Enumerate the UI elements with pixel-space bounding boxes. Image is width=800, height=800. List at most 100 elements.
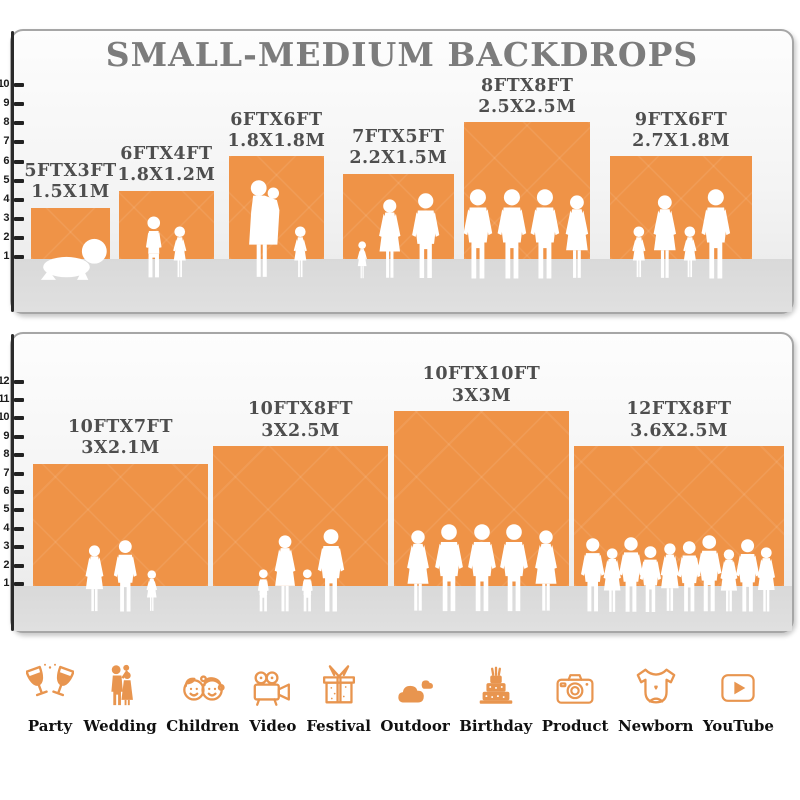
backdrop-bar-8ftx8ft — [463, 122, 591, 279]
woman-silhouette — [603, 547, 621, 612]
woman-silhouette — [566, 195, 589, 278]
girl-silhouette — [293, 226, 307, 278]
man-silhouette — [463, 188, 493, 279]
ruler-tick — [14, 102, 24, 107]
backdrop-bar-10ftx7ft — [33, 463, 208, 612]
category-newborn: Newborn — [618, 658, 693, 735]
ruler-tick-label: 10 — [0, 78, 10, 91]
girl-silhouette — [632, 226, 646, 278]
man-silhouette — [113, 540, 137, 612]
toddler-silhouette — [357, 241, 368, 279]
backdrop-bar-7ftx5ft — [343, 173, 454, 279]
size-label: 6FTX4FT 1.8X1.2M — [117, 144, 215, 187]
category-festival: Festival — [306, 658, 371, 735]
ruler-tick — [14, 490, 24, 494]
woman-silhouette — [274, 534, 296, 611]
size-label: 8FTX8FT 2.5X2.5M — [478, 76, 576, 119]
category-label: Birthday — [459, 717, 533, 735]
size-feet: 9FTX6FT — [634, 109, 728, 130]
category-outdoor: Outdoor — [380, 658, 450, 735]
product-icon — [551, 658, 599, 710]
category-label: Party — [27, 717, 73, 735]
size-label: 5FTX3FT 1.5X1M — [24, 161, 116, 204]
woman-silhouette — [85, 545, 103, 612]
man-silhouette — [640, 546, 662, 612]
category-icons-row: Party Wedding — [26, 658, 774, 735]
category-children: Children — [166, 658, 239, 735]
category-label: Newborn — [617, 717, 694, 735]
ruler-tick — [14, 235, 24, 240]
ruler-tick-label: 10 — [0, 411, 10, 424]
page-title: SMALL-MEDIUM BACKDROPS — [105, 35, 699, 74]
category-label: Video — [249, 717, 297, 735]
size-meters: 1.8X1.8M — [227, 131, 326, 152]
ruler-tick — [14, 379, 24, 384]
size-feet: 6FTX6FT — [230, 109, 323, 130]
category-video: Video — [249, 658, 297, 735]
size-meters: 3X3M — [451, 385, 512, 406]
ruler-axis-line — [11, 31, 14, 312]
woman-silhouette — [660, 543, 679, 612]
child-silhouette — [257, 569, 269, 612]
woman-silhouette — [534, 530, 557, 611]
party-icon — [26, 658, 74, 710]
figure-group — [630, 188, 732, 281]
girl-silhouette — [146, 570, 157, 612]
figure-group — [82, 540, 158, 614]
ruler-tick-label: 7 — [3, 466, 9, 479]
category-party: Party — [26, 658, 74, 735]
category-youtube: YouTube — [703, 658, 774, 735]
video-icon — [249, 658, 297, 710]
ruler-tick — [14, 398, 24, 402]
woman-silhouette — [757, 547, 776, 612]
woman-silhouette — [406, 530, 429, 611]
ruler-tick-label: 2 — [3, 558, 9, 571]
girl-silhouette — [683, 226, 697, 278]
woman-silhouette — [379, 199, 401, 278]
ruler-tick — [14, 197, 24, 202]
ruler-tick — [14, 434, 24, 439]
child-silhouette — [301, 569, 313, 612]
size-meters: 1.5X1M — [31, 182, 110, 203]
ruler-tick — [14, 178, 24, 183]
figure-group — [256, 529, 345, 614]
size-feet: 10FTX7FT — [67, 416, 174, 437]
man-silhouette — [412, 193, 440, 279]
ruler-tick — [14, 545, 24, 550]
man-silhouette — [500, 524, 528, 612]
backdrop-bar-5ftx3ft — [31, 207, 110, 281]
size-feet: 6FTX4FT — [120, 143, 213, 164]
category-product: Product — [542, 658, 608, 735]
category-label: YouTube — [702, 717, 774, 735]
ruler-tick-label: 9 — [3, 429, 9, 442]
ruler-tick-label: 4 — [3, 192, 9, 205]
man-silhouette — [736, 539, 760, 612]
ruler-tick-label: 11 — [0, 393, 10, 405]
outdoor-icon — [391, 658, 439, 710]
backdrop-bar-10ftx10ft — [394, 411, 569, 612]
man-silhouette — [317, 529, 344, 612]
size-meters: 2.5X2.5M — [478, 96, 577, 117]
man-silhouette — [497, 188, 526, 279]
boy-silhouette — [146, 216, 162, 278]
man-silhouette — [697, 535, 722, 612]
ruler-tick-label: 8 — [3, 448, 9, 461]
ruler-tick — [14, 159, 24, 164]
ruler-tick-label: 3 — [3, 211, 9, 224]
man-silhouette — [435, 524, 463, 612]
ruler-tick — [14, 508, 24, 513]
ruler-tick — [14, 526, 24, 531]
wedding-icon — [97, 658, 143, 710]
ground-floor — [12, 586, 792, 631]
figure-group — [356, 193, 440, 281]
backdrop-bar-6ftx4ft — [119, 190, 214, 278]
size-meters: 2.7X1.8M — [632, 131, 731, 152]
size-feet: 10FTX10FT — [422, 364, 541, 385]
ruler-tick-label: 12 — [0, 374, 10, 387]
man-silhouette — [467, 524, 496, 612]
size-meters: 2.2X1.5M — [349, 148, 448, 169]
man-silhouette — [530, 188, 560, 279]
category-label: Festival — [306, 717, 371, 735]
category-wedding: Wedding — [84, 658, 157, 735]
